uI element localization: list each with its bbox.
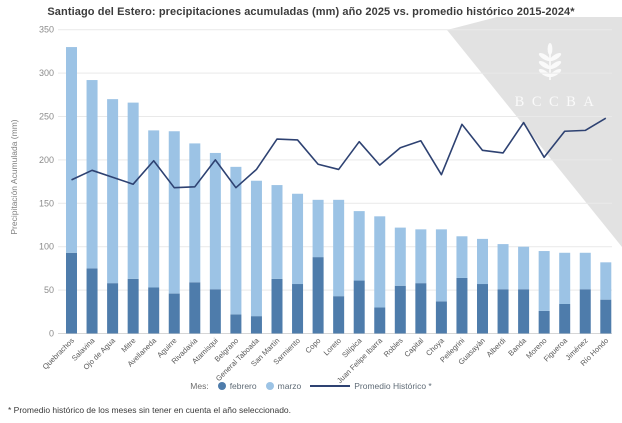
bar-febrero-4 <box>148 287 160 334</box>
bar-febrero-0 <box>66 252 77 334</box>
bars-group <box>66 47 612 334</box>
y-axis-tick-labels: 0 50 100 150 200 250 300 350 <box>39 25 54 339</box>
bar-marzo-18 <box>435 229 447 302</box>
bar-febrero-18 <box>435 301 447 334</box>
y-tick-label: 250 <box>39 112 54 122</box>
bar-febrero-8 <box>230 314 242 334</box>
y-axis-title: Precipitación Acumulada (mm) <box>9 119 19 235</box>
x-category-label: Figueroa <box>542 335 570 363</box>
bar-febrero-7 <box>209 289 221 334</box>
bar-febrero-3 <box>127 278 139 334</box>
bar-marzo-26 <box>600 262 612 300</box>
x-category-label: Mitre <box>119 336 137 354</box>
bar-febrero-14 <box>353 280 365 334</box>
bar-febrero-11 <box>292 284 304 334</box>
bar-febrero-1 <box>86 268 98 334</box>
promedio-historico-line <box>71 117 607 189</box>
y-tick-label: 100 <box>39 242 54 252</box>
legend-label-febrero: febrero <box>229 381 257 391</box>
bar-marzo-4 <box>148 130 160 288</box>
bar-febrero-26 <box>600 299 612 334</box>
watermark: BCCBA <box>447 17 622 247</box>
bar-febrero-21 <box>497 289 509 334</box>
bar-febrero-15 <box>374 307 386 334</box>
bar-marzo-5 <box>168 131 180 294</box>
legend-item-febrero: febrero <box>217 381 257 391</box>
bar-marzo-14 <box>353 211 365 281</box>
bar-febrero-6 <box>189 282 201 334</box>
y-tick-label: 350 <box>39 25 54 35</box>
chart-title: Santiago del Estero: precipitaciones acu… <box>47 6 575 18</box>
bar-marzo-11 <box>292 193 304 285</box>
febrero-dot-icon <box>217 382 226 390</box>
bar-marzo-23 <box>538 251 550 311</box>
bar-marzo-6 <box>189 143 201 283</box>
bar-marzo-9 <box>250 180 262 317</box>
watermark-text: BCCBA <box>515 94 602 110</box>
bar-febrero-17 <box>415 283 427 334</box>
bar-febrero-12 <box>312 257 324 334</box>
bar-febrero-2 <box>107 283 119 334</box>
bar-febrero-20 <box>477 284 488 334</box>
y-tick-label: 50 <box>44 285 54 295</box>
x-category-label: Capital <box>402 336 425 359</box>
bar-febrero-25 <box>579 289 591 334</box>
promedio-line-icon <box>310 385 351 387</box>
bar-febrero-16 <box>394 285 406 334</box>
x-category-label: Copo <box>303 336 322 355</box>
bar-marzo-15 <box>374 216 386 308</box>
x-category-label: Robles <box>382 336 405 359</box>
bar-marzo-7 <box>209 152 221 290</box>
legend-label-promedio: Promedio Histórico * <box>354 381 432 391</box>
legend: Mes: febrero marzo Promedio Histórico * <box>0 381 622 391</box>
y-tick-label: 200 <box>39 155 54 165</box>
bar-marzo-22 <box>518 246 530 290</box>
bar-febrero-22 <box>518 289 530 334</box>
bar-febrero-10 <box>271 278 283 334</box>
legend-item-marzo: marzo <box>265 381 302 391</box>
bar-febrero-5 <box>168 293 180 334</box>
x-category-label: Alberdi <box>485 336 508 359</box>
y-tick-label: 150 <box>39 198 54 208</box>
y-tick-label: 300 <box>39 68 54 78</box>
bar-marzo-2 <box>107 99 119 284</box>
marzo-dot-icon <box>265 382 274 390</box>
bar-marzo-19 <box>456 236 468 278</box>
y-tick-label: 0 <box>49 329 54 339</box>
x-category-label: Quebrachos <box>41 336 76 371</box>
bar-marzo-16 <box>394 227 406 286</box>
footnote: * Promedio histórico de los meses sin te… <box>8 405 292 415</box>
bar-marzo-20 <box>477 238 488 285</box>
watermark-ribbon <box>447 17 622 247</box>
bar-marzo-25 <box>579 252 591 290</box>
bar-marzo-13 <box>333 199 345 297</box>
bar-marzo-1 <box>86 80 98 269</box>
bar-marzo-17 <box>415 229 427 284</box>
bar-marzo-21 <box>497 244 509 290</box>
bar-febrero-19 <box>456 277 468 334</box>
bar-marzo-10 <box>271 185 283 279</box>
legend-prefix: Mes: <box>190 381 209 391</box>
bar-marzo-24 <box>559 252 571 304</box>
promedio-line-series <box>71 117 607 189</box>
bar-febrero-13 <box>333 296 345 334</box>
bar-febrero-24 <box>559 303 571 334</box>
bar-marzo-3 <box>127 102 139 279</box>
bar-febrero-23 <box>538 310 550 334</box>
bar-febrero-9 <box>250 316 262 334</box>
legend-label-marzo: marzo <box>277 381 302 391</box>
bar-marzo-12 <box>312 199 324 258</box>
bar-marzo-0 <box>66 47 77 253</box>
bar-marzo-8 <box>230 166 242 315</box>
legend-item-promedio: Promedio Histórico * <box>310 381 432 391</box>
